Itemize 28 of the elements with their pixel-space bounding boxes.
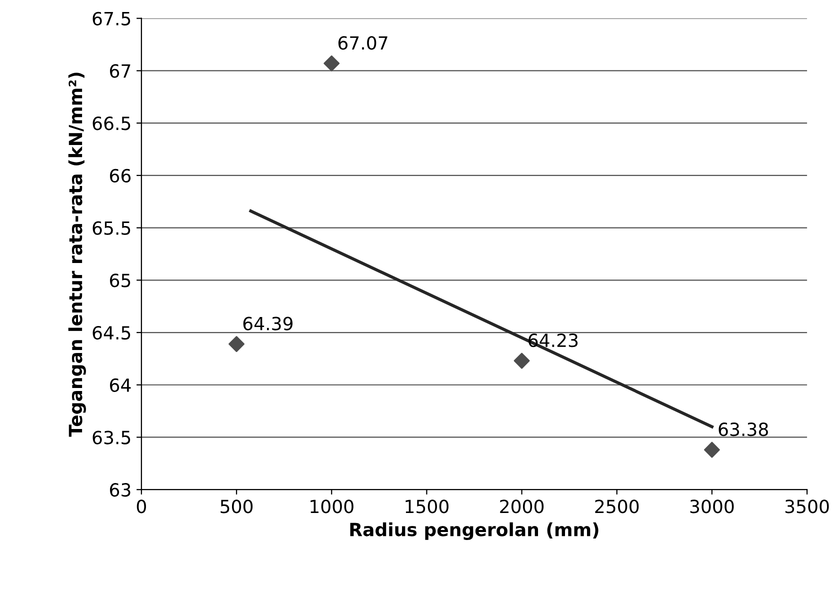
y-axis-title: Tegangan lentur rata-rata (kN/mm²): [68, 72, 86, 437]
x-tick-label: 500: [220, 500, 253, 514]
data-label: 63.38: [718, 422, 768, 436]
x-tick-label: 1000: [310, 500, 354, 514]
y-tick-label: 65: [110, 274, 130, 288]
x-tick-label: 3500: [785, 500, 829, 514]
y-tick-label: 63.5: [92, 430, 130, 444]
x-tick-label: 2000: [500, 500, 544, 514]
data-label: 67.07: [338, 36, 388, 50]
data-label: 64.23: [528, 334, 578, 348]
y-tick-label: 67: [110, 64, 130, 78]
x-tick-label: 1500: [406, 500, 448, 514]
point: [324, 55, 340, 72]
y-tick-label: 65.5: [92, 221, 130, 235]
y-tick-label: 66.5: [92, 116, 130, 130]
point: [704, 442, 720, 458]
x-tick-label: 2500: [595, 500, 639, 514]
point: [228, 336, 245, 352]
y-tick-label: 63: [110, 483, 130, 497]
x-tick-label: 3000: [690, 500, 734, 514]
y-tick-label: 66: [110, 168, 131, 183]
point: [514, 352, 530, 369]
y-tick-label: 67.5: [92, 12, 130, 26]
x-tick-label: 0: [136, 500, 146, 514]
x-axis-title: Radius pengerolan (mm): [350, 522, 598, 540]
y-tick-label: 64.5: [92, 326, 130, 340]
y-tick-label: 64: [110, 378, 131, 392]
data-label: 64.39: [243, 316, 292, 330]
